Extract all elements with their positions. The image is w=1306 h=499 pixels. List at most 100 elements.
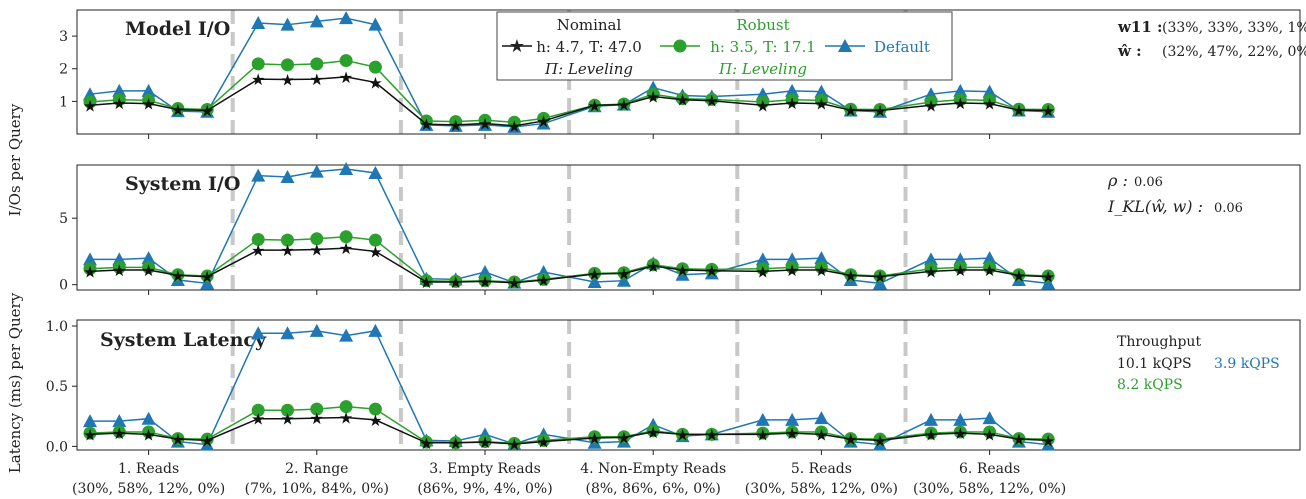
throughput-annotation: Throughput 10.1 kQPS 3.9 kQPS 8.2 kQPS — [1117, 334, 1280, 393]
point-robust — [924, 426, 938, 440]
point-nominal: ★ — [587, 265, 601, 284]
plot-frame — [76, 9, 1301, 135]
point-default — [141, 83, 156, 97]
point-nominal: ★ — [83, 425, 97, 444]
legend-robust-line2: Π: Leveling — [718, 60, 807, 78]
point-default — [953, 83, 968, 97]
point-default — [280, 17, 295, 31]
point-nominal: ★ — [310, 70, 324, 89]
point-nominal: ★ — [478, 115, 492, 134]
point-default — [309, 14, 324, 28]
point-nominal: ★ — [507, 435, 521, 454]
point-robust — [368, 233, 382, 247]
point-nominal: ★ — [280, 71, 294, 90]
y-tick-label: 0 — [59, 278, 68, 294]
point-nominal: ★ — [756, 262, 770, 281]
point-default — [339, 161, 354, 175]
plot-frame — [76, 164, 1301, 291]
point-robust — [756, 426, 770, 440]
point-nominal: ★ — [1012, 430, 1026, 449]
point-nominal: ★ — [844, 430, 858, 449]
legend-box — [496, 11, 953, 81]
point-robust — [251, 403, 265, 417]
point-robust — [844, 102, 858, 116]
category-mix: (30%, 58%, 12%, 0%) — [745, 481, 898, 497]
point-default — [141, 251, 156, 265]
point-nominal: ★ — [310, 240, 324, 259]
legend-nominal-line1: h: 4.7, T: 47.0 — [536, 38, 642, 56]
legend-nominal-line2: Π: Leveling — [544, 60, 633, 78]
category-mix: (7%, 10%, 84%, 0%) — [245, 481, 389, 497]
point-nominal: ★ — [756, 96, 770, 115]
point-default — [814, 84, 829, 98]
point-default — [251, 168, 266, 182]
point-robust — [1041, 432, 1055, 446]
point-default — [953, 412, 968, 426]
point-default — [309, 323, 324, 337]
point-robust — [676, 92, 689, 106]
point-robust — [251, 232, 265, 246]
point-nominal: ★ — [705, 425, 719, 444]
y-tick-label: 2 — [59, 62, 68, 78]
point-nominal: ★ — [1012, 266, 1026, 285]
point-robust — [310, 402, 324, 416]
point-nominal: ★ — [536, 271, 550, 290]
panel-1: 123 Model I/O★ ★ ★ ★ ★★ ★ ★ ★ ★★ ★ ★ ★ ★★ ★ ★ ★ ★ ★ ★ ★ ★ ★ ★ ★ ★… — [59, 9, 1301, 139]
point-nominal: ★ — [756, 425, 770, 444]
point-nominal: ★ — [251, 410, 265, 429]
category-labels: 1. Reads (30%, 58%, 12%, 0%) 2. Range (7%, … — [72, 461, 1066, 497]
point-nominal: ★ — [449, 434, 463, 453]
point-robust — [705, 262, 719, 276]
point-nominal: ★ — [280, 241, 294, 260]
point-nominal: ★ — [587, 429, 601, 448]
point-nominal: ★ — [83, 262, 97, 281]
point-nominal: ★ — [873, 268, 887, 287]
point-nominal: ★ — [705, 262, 719, 281]
point-robust — [281, 403, 294, 417]
point-default — [200, 276, 215, 290]
point-nominal: ★ — [171, 101, 185, 120]
point-robust — [281, 233, 294, 247]
point-nominal: ★ — [200, 102, 214, 121]
point-default — [368, 17, 383, 31]
panels: 123 Model I/O★ ★ ★ ★ ★★ ★ ★ ★ ★★ ★ ★ ★ ★★ ★ ★ ★ ★ ★ ★ ★ ★ ★ ★ ★ ★… — [46, 9, 1301, 455]
point-nominal: ★ — [112, 261, 126, 280]
point-default — [112, 414, 127, 428]
y-tick-label: 1.0 — [46, 319, 68, 335]
point-nominal: ★ — [646, 87, 660, 106]
w11-value: (33%, 33%, 33%, 1%) — [1162, 20, 1306, 36]
point-nominal: ★ — [617, 96, 631, 115]
point-nominal: ★ — [310, 409, 324, 428]
series-nominal: ★ ★ ★ ★ ★ ★ ★ ★ ★ ★ ★ ★ ★ ★ ★ ★ ★ ★ ★ ★ ★ ★ ★ ★ ★ ★ ★ ★ ★ ★ — [83, 68, 1056, 136]
point-nominal: ★ — [368, 242, 382, 261]
point-default — [309, 164, 324, 178]
point-nominal: ★ — [785, 94, 799, 113]
series-line-nominal — [89, 76, 1049, 127]
point-default — [478, 265, 492, 279]
point-default — [587, 275, 602, 289]
panel-title: System Latency — [100, 329, 267, 351]
series-line-robust — [89, 59, 1049, 124]
point-nominal: ★ — [873, 431, 887, 450]
ylabel-top: I/Os per Query — [6, 103, 24, 216]
point-nominal: ★ — [280, 410, 294, 429]
point-default — [368, 323, 383, 337]
point-default — [1041, 276, 1056, 290]
point-robust — [251, 57, 265, 71]
point-nominal: ★ — [507, 274, 521, 293]
point-default — [83, 252, 97, 266]
point-nominal: ★ — [982, 425, 996, 444]
nominal-throughput: 10.1 kQPS — [1117, 356, 1192, 372]
legend-default-title: Default — [874, 38, 930, 56]
ikl-value: 0.06 — [1214, 201, 1243, 216]
legend-robust-line1: h: 3.5, T: 17.1 — [710, 38, 816, 56]
plot-frame — [76, 319, 1301, 451]
category-label: 1. Reads — [118, 461, 179, 477]
panel-title: System I/O — [125, 173, 240, 195]
robust-throughput: 8.2 kQPS — [1117, 377, 1183, 393]
point-nominal: ★ — [449, 116, 463, 135]
ylabel-bottom: Latency (ms) per Query — [6, 292, 24, 473]
point-default — [251, 16, 266, 30]
